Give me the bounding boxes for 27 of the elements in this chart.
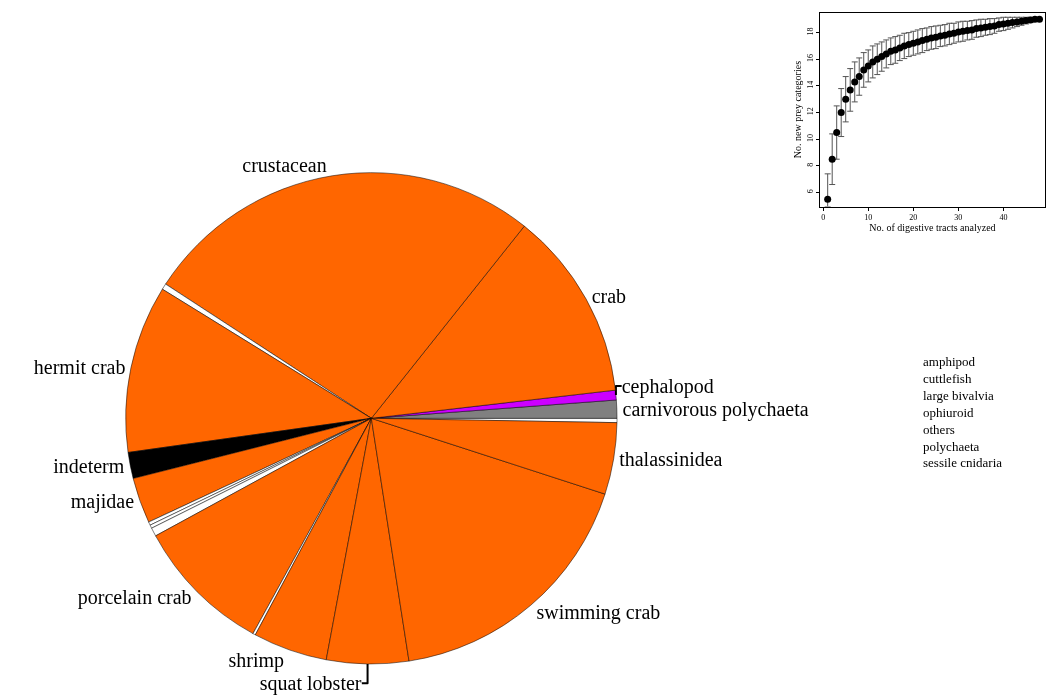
y-tick-label: 10: [805, 134, 815, 143]
slice-label: hermit crab: [33, 356, 126, 379]
slice-label: crab: [591, 285, 627, 308]
y-tick-label: 12: [805, 107, 815, 116]
y-axis-title: No. new prey categories: [791, 60, 803, 159]
x-tick-label: 30: [954, 213, 963, 223]
slice-label: crustacean: [242, 154, 327, 177]
y-tick-label: 14: [805, 80, 815, 89]
x-tick-label: 20: [909, 213, 918, 223]
slice-label: shrimp: [228, 648, 285, 672]
y-tick-label: 6: [805, 189, 815, 194]
x-tick-label: 40: [999, 213, 1008, 223]
y-tick-label: 16: [805, 54, 815, 63]
slice-label: porcelain crab: [77, 585, 192, 609]
text: amphipod cuttlefish large bivalvia ophiuroid others polychaeta sessile cnidaria: [923, 354, 1003, 471]
slice-label: carnivorous polychaeta: [622, 397, 809, 421]
slice-label: majidae: [70, 490, 135, 514]
y-tick-label: 8: [805, 162, 815, 167]
x-tick-label: 10: [864, 213, 873, 223]
x-axis-title: No. of digestive tracts analyzed: [869, 222, 996, 234]
slice-label: thalassinidea: [619, 448, 723, 471]
slice-label: cephalopod: [621, 374, 714, 398]
slice-label: swimming crab: [536, 600, 661, 624]
slice-label: indeterm: [53, 454, 125, 477]
x-tick-label: 0: [821, 213, 826, 223]
slice-label: squat lobster: [259, 671, 362, 695]
y-tick-label: 18: [805, 27, 815, 36]
